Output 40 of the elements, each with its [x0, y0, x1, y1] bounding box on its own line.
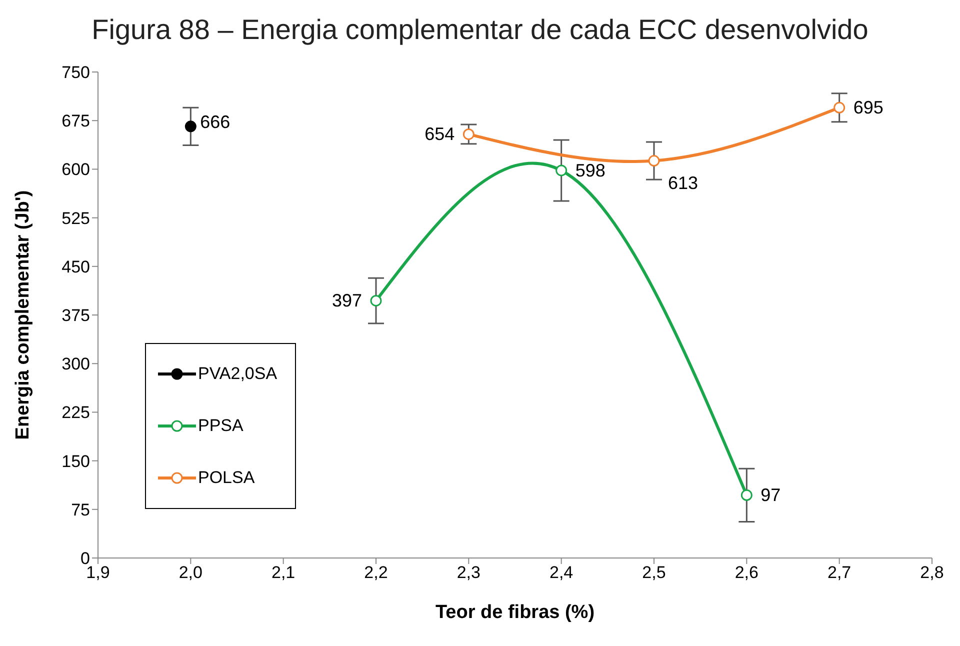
legend-label: POLSA: [198, 468, 255, 488]
point: [462, 128, 474, 140]
x-tick-label: 1,9: [86, 563, 110, 582]
data-label: 97: [760, 485, 781, 506]
y-tick-label: 75: [71, 500, 90, 520]
legend-label: PPSA: [198, 416, 244, 436]
y-tick-label: 450: [62, 257, 90, 276]
data-label: 654: [424, 124, 455, 144]
x-axis-title: Teor de fibras (%): [435, 602, 595, 623]
point: [648, 155, 660, 167]
x-tick-label: 2,1: [272, 563, 296, 582]
point: [740, 489, 752, 501]
x-tick-label: 2,6: [734, 563, 758, 582]
y-tick-label: 675: [62, 112, 90, 131]
data-label: 598: [575, 160, 606, 180]
point: [834, 102, 846, 114]
x-tick-label: 2,5: [642, 563, 666, 582]
x-tick-label: 2,8: [920, 563, 944, 582]
x-tick-label: 2,2: [364, 563, 388, 582]
x-tick-label: 2,3: [456, 563, 480, 582]
x-tick-label: 2,0: [178, 563, 202, 582]
y-tick-label: 150: [62, 452, 90, 471]
y-tick-label: 600: [62, 160, 90, 180]
x-tick-label: 2,7: [828, 563, 852, 582]
legend-label: PVA2,0SA: [198, 364, 278, 384]
point: [370, 294, 382, 306]
y-tick-label: 225: [62, 403, 90, 422]
point: [556, 164, 568, 176]
y-tick-label: 375: [62, 306, 90, 326]
data-label: 397: [332, 290, 362, 311]
y-axis-title: Energia complementar (Jb'): [12, 190, 34, 440]
data-label: 666: [200, 112, 230, 132]
x-tick-label: 2,4: [550, 563, 574, 582]
data-label: 695: [853, 98, 884, 118]
y-tick-label: 750: [62, 63, 90, 82]
y-tick-label: 300: [62, 354, 90, 374]
point: [184, 120, 196, 132]
data-label: 613: [668, 172, 698, 193]
y-tick-label: 525: [62, 208, 90, 228]
chart-title: Figura 88 – Energia complementar de cada ECC desenvolvido: [90, 13, 870, 47]
